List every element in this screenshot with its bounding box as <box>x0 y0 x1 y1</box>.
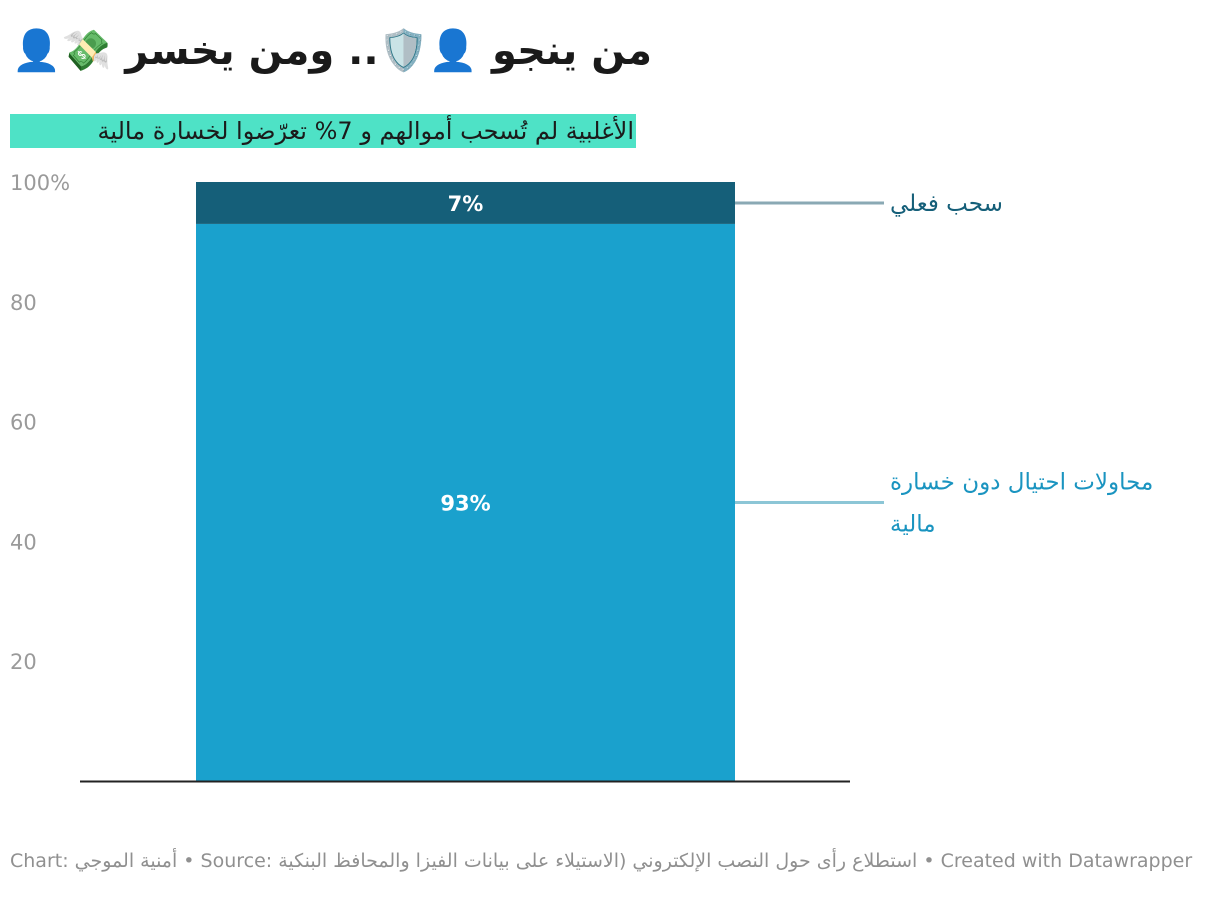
y-tick-label: 60 <box>10 411 37 435</box>
y-tick-label: 100% <box>10 171 70 195</box>
bar-data-label: 7% <box>448 192 484 216</box>
bar-segment <box>196 223 735 781</box>
chart-footer: Chart: أمنية الموجي • Source: استطلاع رأ… <box>10 850 1193 872</box>
bar-segment <box>196 182 735 224</box>
chart-title: من ينجو 👤🛡️.. ومن يخسر 💸👤 <box>11 28 652 74</box>
series-label: مالية <box>890 511 936 537</box>
y-tick-label: 20 <box>10 650 37 674</box>
bar-data-label: 93% <box>440 491 490 515</box>
y-tick-label: 80 <box>10 291 37 315</box>
chart-subtitle-container: الأغلبية لم تُسحب أموالهم و 7% تعرّضوا ل… <box>10 114 636 148</box>
chart-subtitle: الأغلبية لم تُسحب أموالهم و 7% تعرّضوا ل… <box>10 114 636 148</box>
series-label: محاولات احتيال دون خسارة <box>890 469 1153 495</box>
y-tick-label: 40 <box>10 530 37 554</box>
series-label: سحب فعلي <box>890 191 1003 217</box>
